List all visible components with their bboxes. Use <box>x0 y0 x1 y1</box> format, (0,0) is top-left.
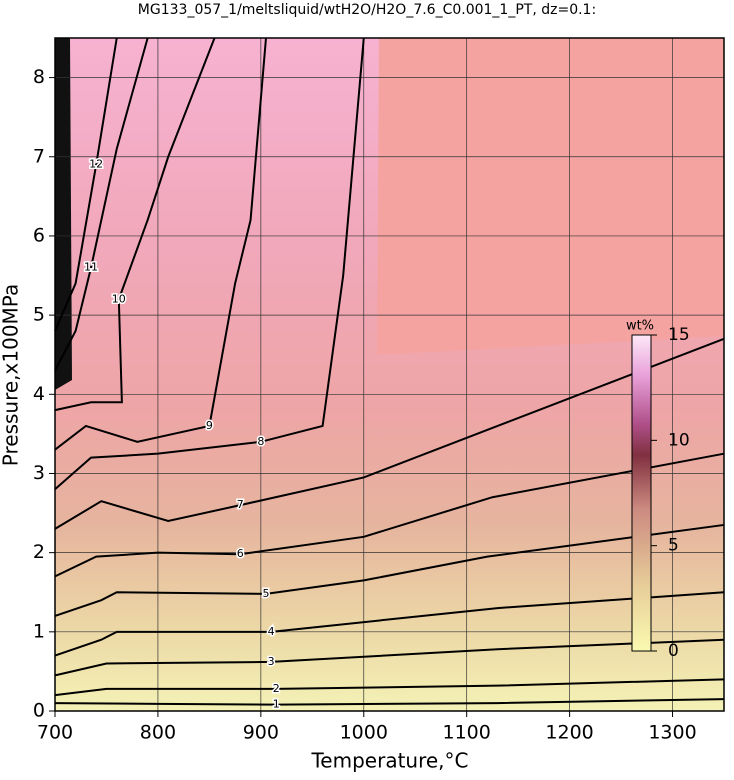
colorbar-tick-label: 10 <box>668 430 690 450</box>
contour-line <box>54 37 216 412</box>
saturated-region <box>377 38 724 355</box>
colorbar-tick-label: 15 <box>668 325 690 345</box>
contour-line <box>54 337 725 530</box>
dark-region <box>55 38 72 390</box>
y-tick-label: 7 <box>33 145 45 167</box>
y-axis-label: Pressure,x100MPa <box>0 284 23 466</box>
contour-line <box>54 523 725 617</box>
contour-line <box>54 37 365 491</box>
contour-label: 7 <box>237 498 244 511</box>
contour-line <box>54 678 725 697</box>
y-tick-label: 6 <box>33 224 45 246</box>
contour-line <box>54 37 267 451</box>
x-tick-label: 1200 <box>545 722 593 744</box>
contour-label: 6 <box>237 547 244 560</box>
contour-line <box>54 37 149 372</box>
x-tick-label: 1100 <box>443 722 491 744</box>
contour-line <box>54 698 725 706</box>
contour-label: 5 <box>262 587 269 600</box>
contour-label: 11 <box>84 261 98 274</box>
contour-line <box>54 591 725 657</box>
contour-label: 12 <box>89 158 103 171</box>
contour-label: 8 <box>257 435 264 448</box>
plot-frame <box>54 37 725 712</box>
y-tick-label: 3 <box>33 462 45 484</box>
x-tick-label: 800 <box>140 722 176 744</box>
contour-label: 2 <box>273 682 280 695</box>
colorbar-tick-label: 0 <box>668 641 679 661</box>
y-tick-label: 2 <box>33 541 45 563</box>
colorbar-tick-label: 5 <box>668 536 679 556</box>
colorbar <box>631 334 652 652</box>
colorbar-label: wt% <box>626 319 654 334</box>
contour-line <box>54 37 118 332</box>
y-tick-label: 8 <box>33 66 45 88</box>
contour-label: 3 <box>268 655 275 668</box>
contour-line <box>54 452 725 578</box>
y-tick-label: 1 <box>33 620 45 642</box>
y-tick-label: 0 <box>33 700 45 722</box>
contour-label: 1 <box>273 698 280 711</box>
x-tick-label: 1000 <box>340 722 388 744</box>
chart-title: MG133_057_1/meltsliquid/wtH2O/H2O_7.6_C0… <box>138 2 596 18</box>
x-tick-label: 900 <box>243 722 279 744</box>
y-tick-label: 4 <box>33 383 45 405</box>
x-tick-label: 1300 <box>648 722 696 744</box>
x-tick-label: 700 <box>37 722 73 744</box>
contour-label: 9 <box>206 419 213 432</box>
y-tick-label: 5 <box>33 304 45 326</box>
contour-label: 10 <box>112 292 126 305</box>
contour-label: 4 <box>268 625 275 638</box>
contour-line <box>54 638 725 677</box>
x-axis-label: Temperature,°C <box>310 749 468 773</box>
